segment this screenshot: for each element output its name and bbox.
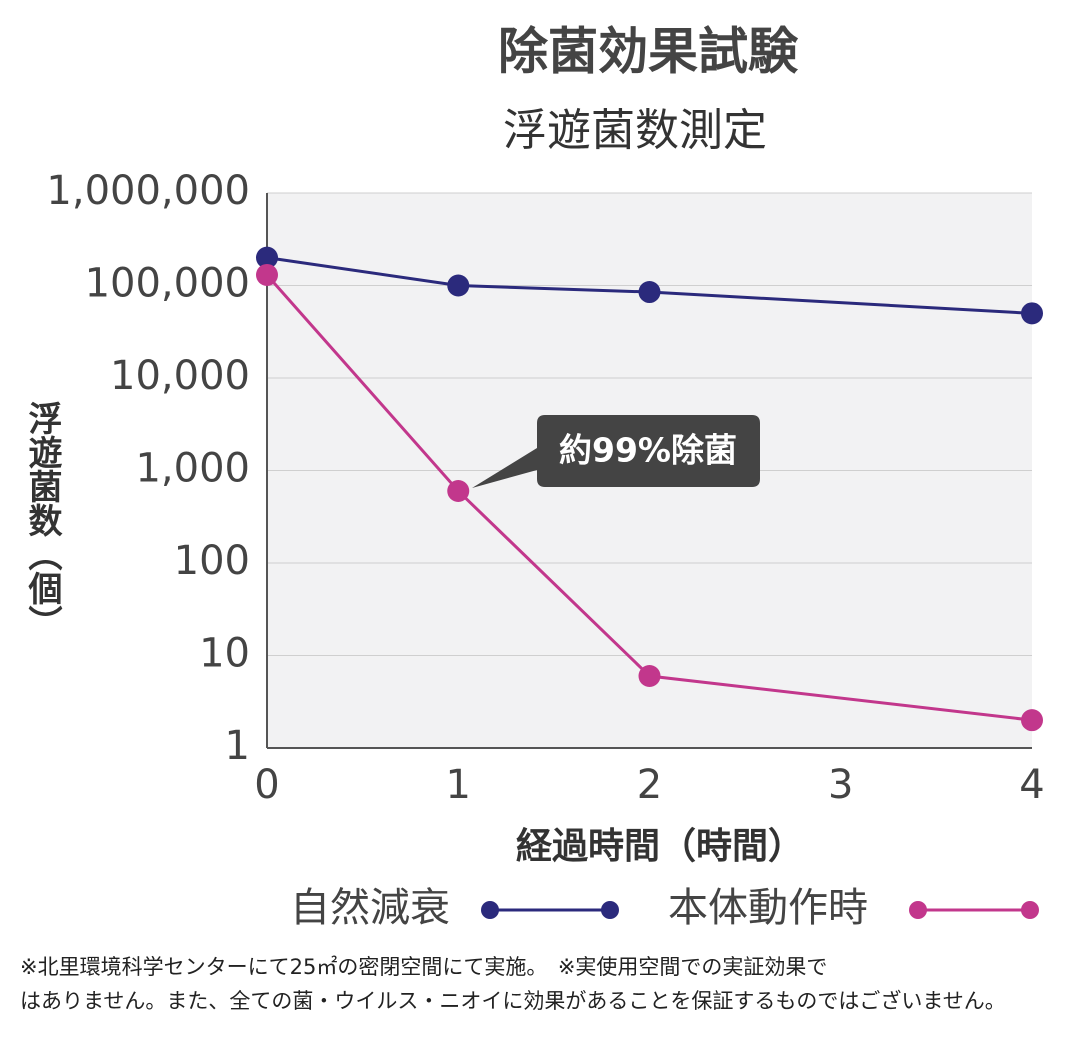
y-axis-label: 浮遊菌数（個） [22,401,63,639]
x-tick-label: 3 [828,762,853,808]
data-point [256,263,278,286]
data-point [256,246,278,269]
annotation-box [472,415,760,488]
legend-marker [909,901,927,919]
legend-label: 自然減衰 [290,885,450,931]
series-line [266,256,1033,315]
y-tick-label: 1 [225,723,250,769]
x-tick-label: 0 [254,762,279,808]
series-line [265,273,1033,722]
annotation: 約99%除菌 [472,415,760,488]
data-point [447,274,470,297]
data-point [638,281,661,304]
y-tick-label: 1,000 [135,446,250,492]
data-point [1021,302,1043,325]
data-point [447,480,470,503]
legend-label: 本体動作時 [668,885,868,931]
chart-title: 除菌効果試験 [498,23,799,81]
y-tick-label: 100,000 [85,261,250,307]
x-tick-label: 4 [1019,762,1044,808]
y-tick-label: 100 [174,538,250,584]
data-point [1021,709,1043,732]
footnote: はありません。また、全ての菌・ウイルス・ニオイに効果があることを保証するものでは… [20,989,1006,1013]
legend-marker [481,901,499,919]
y-tick-label: 10,000 [110,353,250,399]
legend-marker [1021,901,1039,919]
x-tick-label: 1 [446,762,471,808]
y-tick-label: 1,000,000 [46,168,250,214]
y-tick-label: 10 [199,631,250,677]
x-tick-label: 2 [637,762,662,808]
legend-marker [601,901,619,919]
footnote: ※北里環境科学センターにて25㎡の密閉空間にて実施。 ※実使用空間での実証効果で [20,955,827,979]
chart-subtitle: 浮遊菌数測定 [503,105,767,156]
data-point [638,665,661,688]
x-axis-label: 経過時間（時間） [516,826,804,867]
annotation-text: 約99%除菌 [559,431,737,470]
